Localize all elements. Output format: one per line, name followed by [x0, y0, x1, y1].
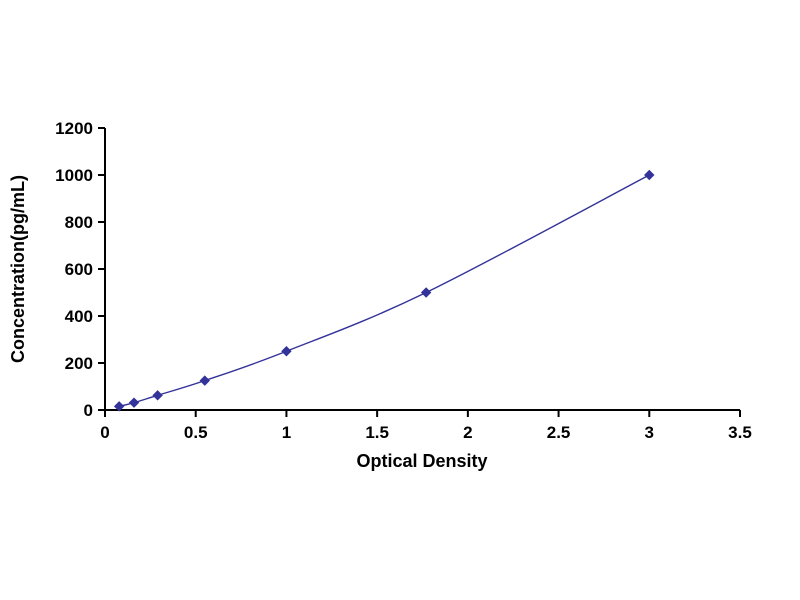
- y-tick-label: 400: [65, 307, 93, 326]
- data-point-marker: [644, 169, 655, 181]
- x-tick-label: 0.5: [184, 423, 208, 442]
- y-tick-label: 0: [84, 401, 93, 420]
- y-tick-label: 600: [65, 260, 93, 279]
- y-tick-label: 800: [65, 213, 93, 232]
- data-point-marker: [199, 375, 210, 386]
- y-tick-label: 200: [65, 354, 93, 373]
- data-point-marker: [152, 390, 163, 401]
- x-tick-label: 3.5: [728, 423, 752, 442]
- x-tick-label: 1: [282, 423, 291, 442]
- x-tick-label: 0: [100, 423, 109, 442]
- data-point-marker: [281, 346, 292, 357]
- x-tick-label: 2: [463, 423, 472, 442]
- plot-area: 0 0.5 1 1.5 2 2.5 3 3.5 0 200 400 600 800 1000 1200: [55, 119, 752, 442]
- x-axis-label: Optical Density: [356, 451, 487, 471]
- y-axis-label: Concentration(pg/mL): [8, 175, 28, 363]
- x-tick-label: 1.5: [365, 423, 389, 442]
- x-tick-label: 3: [645, 423, 654, 442]
- data-point-marker: [113, 401, 125, 412]
- y-tick-label: 1000: [55, 166, 93, 185]
- data-point-marker: [420, 287, 432, 298]
- y-tick-label: 1200: [55, 119, 93, 138]
- x-tick-label: 2.5: [547, 423, 571, 442]
- data-point-marker: [128, 397, 140, 408]
- series-line: [118, 174, 650, 408]
